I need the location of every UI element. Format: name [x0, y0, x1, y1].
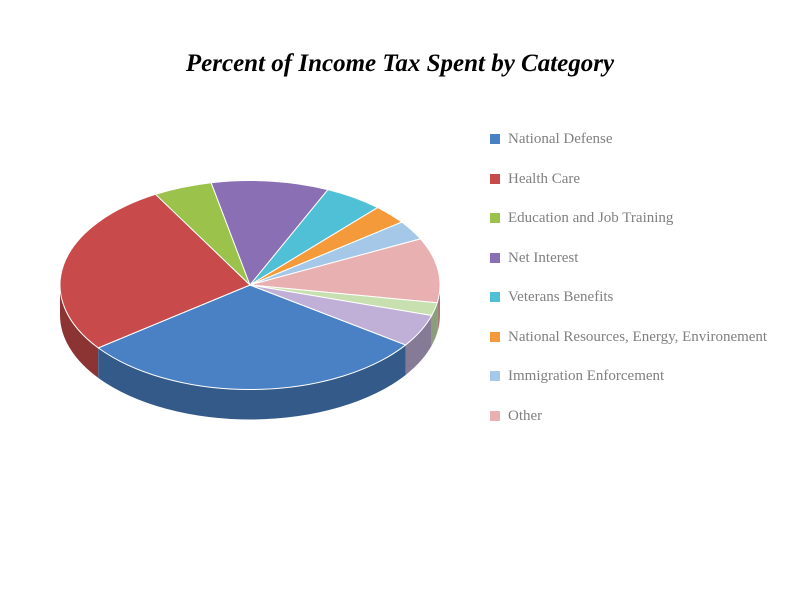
legend-item: National Defense	[490, 130, 780, 150]
legend-label: National Resources, Energy, Environement	[508, 328, 767, 348]
legend: National Defense Health Care Education and…	[490, 130, 780, 446]
legend-label: Net Interest	[508, 249, 578, 269]
legend-swatch	[490, 134, 500, 144]
legend-item: Immigration Enforcement	[490, 367, 780, 387]
legend-swatch	[490, 253, 500, 263]
legend-swatch	[490, 292, 500, 302]
legend-label: National Defense	[508, 130, 613, 150]
legend-item: Education and Job Training	[490, 209, 780, 229]
legend-swatch	[490, 371, 500, 381]
chart-container: Percent of Income Tax Spent by Category …	[0, 0, 800, 600]
legend-label: Other	[508, 407, 542, 427]
legend-swatch	[490, 213, 500, 223]
legend-item: Health Care	[490, 170, 780, 190]
legend-swatch	[490, 174, 500, 184]
legend-swatch	[490, 332, 500, 342]
legend-item: Other	[490, 407, 780, 427]
chart-title: Percent of Income Tax Spent by Category	[0, 50, 800, 78]
legend-label: Education and Job Training	[508, 209, 673, 229]
legend-swatch	[490, 411, 500, 421]
legend-label: Health Care	[508, 170, 580, 190]
pie-chart	[40, 140, 460, 460]
legend-label: Veterans Benefits	[508, 288, 613, 308]
legend-item: Veterans Benefits	[490, 288, 780, 308]
legend-item: National Resources, Energy, Environement	[490, 328, 780, 348]
legend-item: Net Interest	[490, 249, 780, 269]
legend-label: Immigration Enforcement	[508, 367, 664, 387]
